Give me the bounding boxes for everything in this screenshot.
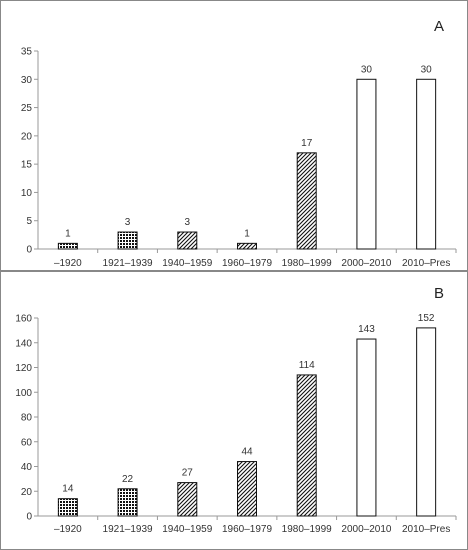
panel-b-ytick-label: 0 (26, 512, 32, 523)
panel-a-bar (416, 78, 437, 250)
panel-b-bar (237, 461, 257, 517)
panel-a-ytick-label: 25 (21, 103, 33, 114)
panel-a-ytick-label: 35 (21, 47, 33, 58)
panel-a-data-label: 17 (301, 138, 313, 149)
panel-b-bar (57, 498, 78, 517)
panel-b-ytick-label: 60 (21, 437, 33, 448)
panel-a-bar (237, 242, 257, 250)
panel-a-category-label: 1980–1999 (282, 258, 332, 269)
panel-b-category-label: –1920 (54, 524, 82, 535)
panel-b-category-label: 2010–Pres (402, 524, 450, 535)
panel-b-bar (416, 327, 437, 517)
panel-b-category-label: 1940–1959 (162, 524, 212, 535)
panel-b-bar (117, 488, 138, 517)
panel-b-bar (356, 338, 377, 517)
panel-a-data-label: 30 (421, 64, 433, 75)
panel-a-ytick-label: 30 (21, 75, 33, 86)
panel-b-data-label: 27 (182, 468, 194, 479)
panel-b-data-label: 152 (418, 313, 435, 324)
panel-a-bar (57, 242, 78, 250)
panel-b-category-label: 1980–1999 (282, 524, 332, 535)
panel-b-ytick-label: 40 (21, 462, 33, 473)
panel-a-category-label: 1921–1939 (103, 258, 153, 269)
panel-b-category-label: 2000–2010 (341, 524, 391, 535)
panel-b-bar (177, 482, 198, 517)
panel-b-ytick-label: 160 (15, 314, 32, 325)
panel-b-bar (296, 374, 317, 517)
panel-b-ytick-label: 100 (15, 388, 32, 399)
panel-b-data-label: 14 (62, 484, 74, 495)
panel-a-ytick-label: 20 (21, 131, 33, 142)
panel-b-data-label: 22 (122, 474, 134, 485)
panel-b-category-label: 1921–1939 (103, 524, 153, 535)
panel-a-letter: A (434, 18, 444, 35)
panel-b-data-label: 44 (241, 447, 253, 458)
panel-b-plot: 0 20 40 60 80 100 120 140 160 14 –1920 22 1921–1939 2… (15, 313, 457, 535)
panel-a-category-label: 1960–1979 (222, 258, 272, 269)
panel-a-ytick-label: 0 (26, 245, 32, 256)
panel-a-category-label: 2010–Pres (402, 258, 450, 269)
panel-a-category-label: –1920 (54, 258, 82, 269)
panel-a-data-label: 3 (125, 217, 131, 228)
panel-a-bar (296, 152, 317, 250)
panel-b-data-label: 143 (358, 324, 375, 335)
panel-b-data-label: 114 (299, 360, 315, 371)
panel-b-ytick-label: 80 (21, 413, 33, 424)
panel-a-bar (356, 78, 377, 250)
panel-b-category-label: 1960–1979 (222, 524, 272, 535)
panel-a-plot: 0 5 10 15 20 25 30 35 1 –1920 3 1921–1939 3 1940–1959… (21, 47, 457, 269)
panel-a-ytick-label: 5 (26, 216, 32, 227)
panel-a-data-label: 1 (244, 228, 250, 239)
panel-a-ytick-label: 10 (21, 188, 33, 199)
panel-a-bar (117, 231, 138, 250)
panel-b-ytick-label: 20 (21, 487, 33, 498)
panel-a-data-label: 30 (361, 64, 373, 75)
panel-a-ytick-label: 15 (21, 160, 33, 171)
panel-a-category-label: 2000–2010 (341, 258, 391, 269)
panel-a-data-label: 3 (185, 217, 191, 228)
panel-b-letter: B (434, 285, 444, 302)
panel-a-data-label: 1 (65, 228, 71, 239)
panel-a-bar (177, 231, 198, 250)
panel-b-ytick-label: 140 (15, 338, 32, 349)
panel-b-ytick-label: 120 (15, 363, 32, 374)
panel-a-category-label: 1940–1959 (162, 258, 212, 269)
